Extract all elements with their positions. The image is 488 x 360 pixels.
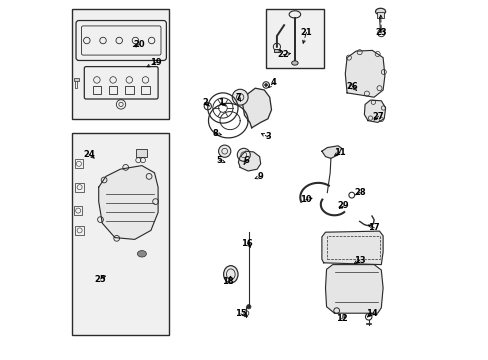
Polygon shape: [321, 146, 341, 158]
Circle shape: [218, 145, 230, 157]
Ellipse shape: [137, 251, 146, 257]
Ellipse shape: [223, 266, 238, 283]
Bar: [74, 78, 79, 81]
Bar: [273, 49, 279, 52]
Text: 17: 17: [367, 223, 379, 232]
Text: 16: 16: [241, 238, 253, 248]
Text: 13: 13: [353, 256, 365, 265]
Text: 24: 24: [83, 150, 95, 158]
Text: 18: 18: [222, 277, 234, 286]
Ellipse shape: [291, 61, 298, 65]
Text: 7: 7: [235, 93, 241, 102]
Bar: [326, 236, 379, 259]
Text: 21: 21: [300, 28, 312, 37]
Polygon shape: [321, 231, 382, 265]
Bar: [72, 133, 168, 335]
Text: 26: 26: [346, 82, 358, 91]
Circle shape: [246, 305, 250, 309]
Text: 1: 1: [218, 98, 224, 107]
Bar: [136, 149, 147, 157]
Polygon shape: [242, 88, 271, 128]
Text: 3: 3: [264, 132, 270, 141]
Text: 8: 8: [212, 129, 218, 138]
Circle shape: [264, 84, 267, 86]
Text: 14: 14: [365, 309, 377, 318]
Bar: [376, 12, 384, 18]
Text: 27: 27: [372, 112, 384, 121]
Bar: [125, 86, 133, 94]
Text: 29: 29: [337, 202, 348, 210]
Bar: [141, 86, 149, 94]
Text: 22: 22: [277, 50, 289, 59]
Bar: [74, 206, 82, 215]
Polygon shape: [345, 50, 384, 97]
Polygon shape: [238, 151, 260, 171]
Text: 20: 20: [133, 40, 145, 49]
Text: 4: 4: [270, 78, 276, 87]
Text: 12: 12: [335, 314, 347, 323]
Circle shape: [237, 148, 250, 161]
Ellipse shape: [375, 8, 385, 15]
Polygon shape: [325, 265, 382, 313]
Text: 9: 9: [257, 172, 263, 181]
Bar: [72, 9, 168, 119]
Polygon shape: [364, 100, 385, 122]
Text: 25: 25: [95, 274, 106, 284]
Text: 2: 2: [202, 98, 207, 107]
Text: 23: 23: [375, 28, 386, 37]
Bar: [92, 86, 101, 94]
Text: 11: 11: [333, 148, 345, 157]
Bar: [75, 79, 77, 88]
Text: 19: 19: [150, 58, 162, 67]
Polygon shape: [99, 166, 158, 239]
Text: 5: 5: [216, 156, 222, 165]
Text: 15: 15: [235, 309, 246, 318]
Bar: [75, 159, 83, 168]
Bar: [75, 183, 84, 192]
Text: 6: 6: [243, 156, 249, 165]
Bar: [265, 9, 323, 68]
Text: 10: 10: [299, 195, 311, 204]
Text: 28: 28: [353, 188, 365, 197]
Circle shape: [232, 89, 247, 105]
Bar: [108, 86, 117, 94]
Bar: [75, 226, 84, 235]
